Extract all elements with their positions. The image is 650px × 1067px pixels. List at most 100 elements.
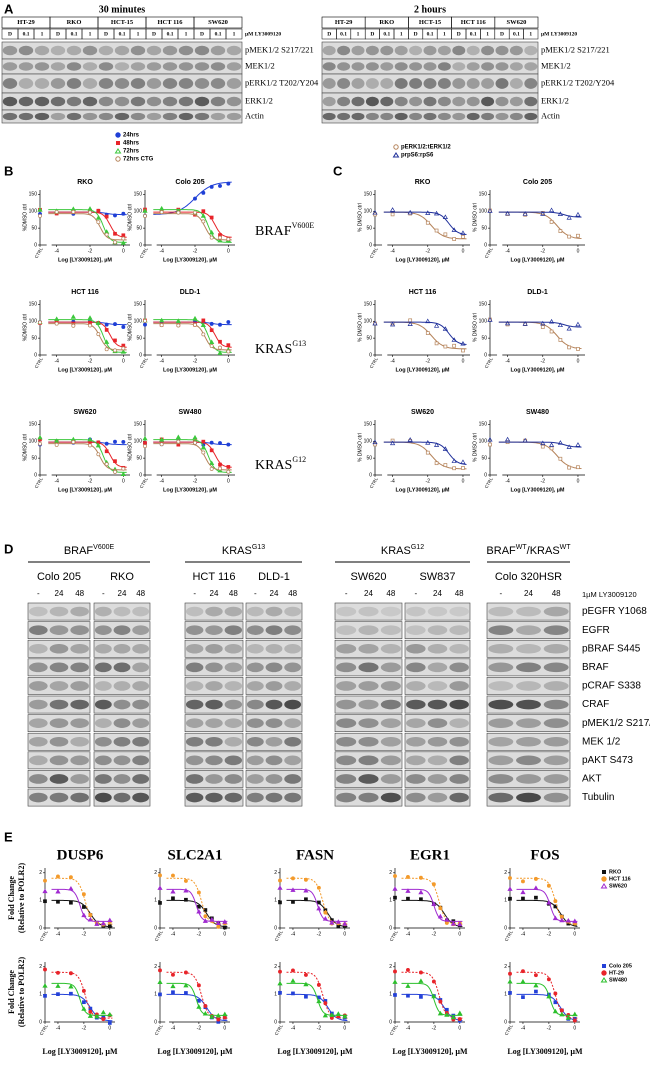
fit-curve	[286, 877, 348, 925]
band	[265, 606, 283, 617]
marker	[431, 993, 437, 999]
band	[265, 792, 283, 803]
marker	[335, 919, 341, 924]
y-tick-label: 1	[504, 898, 507, 904]
band	[49, 643, 69, 654]
y-tick-label: 2	[39, 870, 42, 876]
marker	[452, 466, 457, 471]
band	[427, 681, 448, 691]
dose: 48	[229, 589, 238, 598]
marker	[552, 1008, 558, 1014]
x-axis-label: Log [LY3009120], µM	[58, 367, 112, 373]
band	[406, 681, 426, 691]
x-tick-label: 0	[122, 248, 125, 254]
marker	[107, 924, 112, 928]
marker	[566, 215, 572, 220]
y-tick-label: 0	[34, 472, 37, 478]
band	[185, 699, 204, 710]
y-tick-label: 50	[366, 455, 372, 461]
band	[50, 62, 66, 71]
y-tick-label: 150	[134, 422, 143, 428]
y-axis-label: % DMSO ctrl	[357, 433, 363, 462]
marker	[431, 882, 436, 887]
marker	[373, 442, 377, 447]
fit-curve	[153, 323, 232, 351]
band	[322, 96, 336, 107]
band	[284, 755, 302, 766]
fit-curve	[51, 877, 113, 925]
y-axis-label: % DMSO ctrl	[472, 313, 478, 342]
y-tick-label: 2	[39, 964, 42, 970]
marker	[113, 459, 117, 463]
marker	[548, 207, 555, 213]
y-tick-label: 50	[31, 225, 37, 231]
band	[380, 643, 401, 654]
band	[488, 774, 514, 784]
y-tick-label: 50	[136, 455, 142, 461]
band	[466, 96, 480, 107]
band	[516, 606, 541, 617]
row-label: Tubulin	[582, 792, 614, 803]
band	[351, 112, 365, 121]
marker	[533, 876, 538, 881]
x-tick-label: 0	[108, 931, 111, 937]
band	[437, 78, 451, 89]
y-tick-label: 1	[504, 992, 507, 998]
band	[50, 45, 66, 56]
band	[246, 606, 264, 617]
marker	[434, 228, 439, 233]
marker	[425, 331, 430, 335]
band	[481, 78, 495, 89]
band	[516, 643, 541, 654]
marker	[196, 890, 201, 895]
x-tick-label: 0	[227, 478, 230, 484]
plot-title: HCT 116	[71, 289, 99, 296]
marker	[552, 915, 558, 921]
y-tick-label: 150	[364, 302, 373, 308]
x-axis-label: Log [LY3009120], µM	[392, 1047, 468, 1056]
marker	[566, 444, 572, 449]
genotype-label: KRASG13	[255, 339, 306, 357]
plot-title: RKO	[77, 179, 93, 186]
band	[82, 62, 98, 71]
band	[205, 606, 223, 617]
marker	[38, 213, 42, 218]
band	[380, 62, 394, 71]
legend-label: HCT 116	[609, 876, 631, 882]
band	[337, 45, 351, 56]
genotype-label: BRAFV600E	[255, 221, 314, 239]
band	[488, 755, 514, 766]
marker	[81, 988, 86, 993]
band	[488, 681, 514, 691]
x-tick-label: 0	[462, 248, 465, 254]
band	[113, 625, 131, 635]
band	[49, 774, 69, 784]
y-tick-label: 150	[29, 302, 38, 308]
row-label: AKT	[582, 774, 601, 785]
legend-marker	[114, 148, 122, 154]
x-tick-label: -2	[541, 478, 546, 484]
marker	[434, 461, 439, 466]
band	[543, 606, 569, 617]
marker	[575, 442, 581, 447]
y-tick-label: 100	[134, 319, 143, 325]
y-tick-label: 0	[389, 925, 392, 931]
marker	[222, 1015, 227, 1020]
y-tick-label: 0	[389, 1019, 392, 1025]
dose: D	[457, 31, 461, 37]
band	[358, 718, 379, 728]
band	[380, 755, 401, 766]
marker	[461, 466, 465, 470]
cell-line: HCT-15	[419, 19, 442, 26]
fit-curve	[498, 211, 582, 218]
band	[265, 681, 283, 691]
unit: µM LY3009120	[541, 31, 577, 37]
band	[516, 699, 541, 710]
y-tick-label: 1	[39, 992, 42, 998]
dose: -	[499, 589, 502, 598]
fit-curve	[383, 211, 467, 235]
marker	[71, 323, 76, 328]
cell-line: SW620	[208, 19, 228, 26]
band	[380, 699, 401, 710]
marker	[193, 196, 197, 201]
